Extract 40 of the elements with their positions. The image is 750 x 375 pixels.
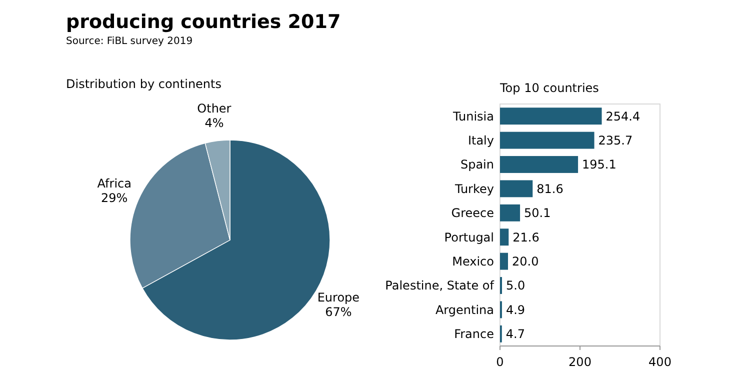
bar: [500, 180, 533, 198]
data-label: 195.1: [582, 158, 616, 172]
y-tick-label: Greece: [451, 206, 494, 220]
y-tick-label: Argentina: [435, 302, 494, 317]
x-tick-label: 400: [648, 355, 672, 369]
y-tick-label: Turkey: [454, 182, 494, 196]
data-label: 4.9: [506, 302, 526, 317]
x-tick-label: 200: [568, 355, 592, 369]
data-label: 81.6: [536, 182, 564, 196]
y-tick-label: Tunisia: [452, 109, 494, 124]
bar: [500, 108, 602, 125]
chart-title: Top 10 countries: [499, 81, 599, 95]
x-tick-label: 0: [496, 355, 504, 369]
y-tick-label: Palestine, State of: [385, 278, 495, 293]
data-label: 254.4: [606, 109, 640, 124]
data-label: 5.0: [506, 278, 526, 293]
data-label: 67%: [325, 305, 352, 320]
y-tick-label: Mexico: [452, 254, 494, 268]
bar: [500, 252, 508, 270]
y-tick-label: Italy: [468, 134, 494, 148]
data-label: 20.0: [512, 254, 539, 268]
data-label: 4.7: [506, 327, 525, 342]
chart-subtitle: Distribution by continents: [66, 77, 222, 91]
bar: [500, 156, 578, 173]
bar: [500, 204, 520, 222]
data-label: 29%: [101, 190, 128, 205]
source-note: Source: FiBL survey 2019: [66, 36, 193, 47]
bar: [500, 228, 509, 246]
data-label: 235.7: [598, 134, 633, 148]
slice-label: Other: [197, 102, 232, 116]
y-tick-label: Spain: [460, 158, 494, 172]
data-label: 50.1: [524, 206, 551, 220]
data-label: 21.6: [512, 230, 540, 244]
y-tick-label: France: [454, 327, 494, 342]
data-label: 4%: [204, 116, 224, 130]
y-tick-label: Portugal: [444, 230, 494, 244]
bar: [500, 132, 594, 149]
slice-label: Europe: [317, 290, 360, 305]
chart-title: producing countries 2017: [66, 11, 341, 33]
slice-label: Africa: [97, 176, 132, 191]
